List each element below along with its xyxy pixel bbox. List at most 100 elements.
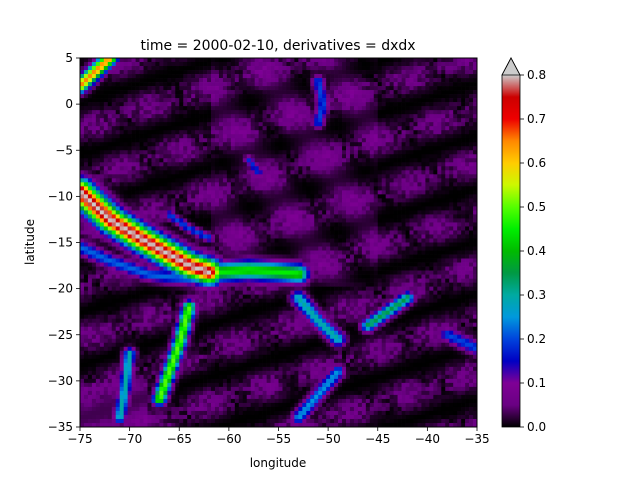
- heatmap-cell: [405, 210, 410, 215]
- heatmap-cell: [171, 102, 176, 107]
- heatmap-cell: [234, 202, 240, 207]
- heatmap-cell: [465, 134, 470, 139]
- heatmap-cell: [222, 94, 228, 99]
- heatmap-cell: [465, 138, 470, 143]
- heatmap-cell: [230, 146, 236, 151]
- heatmap-cell: [369, 146, 375, 151]
- heatmap-cell: [191, 146, 196, 151]
- heatmap-cell: [167, 162, 172, 167]
- heatmap-cell: [385, 66, 391, 71]
- heatmap-cell: [413, 202, 418, 207]
- heatmap-cell: [258, 222, 263, 227]
- heatmap-cell: [429, 186, 434, 191]
- heatmap-cell: [183, 194, 188, 199]
- heatmap-cell: [373, 90, 379, 95]
- heatmap-cell: [171, 154, 176, 159]
- heatmap-cell: [222, 222, 228, 227]
- heatmap-cell: [314, 206, 319, 211]
- heatmap-cell: [163, 130, 168, 135]
- heatmap-cell: [290, 194, 295, 199]
- heatmap-cell: [318, 194, 323, 199]
- heatmap-cell: [262, 242, 267, 247]
- heatmap-cell: [207, 66, 212, 71]
- heatmap-cell: [207, 58, 212, 63]
- heatmap-cell: [473, 190, 478, 195]
- heatmap-cell: [389, 78, 394, 83]
- heatmap-cell: [258, 74, 263, 79]
- heatmap-cell: [409, 102, 414, 107]
- heatmap-cell: [83, 150, 89, 155]
- heatmap-cell: [318, 78, 323, 83]
- heatmap-cell: [191, 182, 196, 187]
- heatmap-cell: [250, 234, 256, 239]
- heatmap-cell: [274, 122, 279, 127]
- heatmap-cell: [381, 134, 387, 139]
- heatmap-cell: [167, 234, 172, 239]
- heatmap-cell: [155, 158, 160, 163]
- heatmap-cell: [294, 210, 299, 215]
- heatmap-cell: [349, 194, 355, 199]
- heatmap-cell: [250, 90, 256, 95]
- heatmap-cell: [111, 70, 117, 75]
- heatmap-cell: [211, 210, 216, 215]
- heatmap-cell: [135, 70, 140, 75]
- heatmap-cell: [318, 70, 323, 75]
- heatmap-cell: [175, 150, 180, 155]
- heatmap-cell: [425, 174, 430, 179]
- heatmap-cell: [353, 102, 359, 107]
- heatmap-cell: [338, 246, 343, 251]
- heatmap-cell: [139, 98, 144, 103]
- heatmap-cell: [270, 234, 275, 239]
- heatmap-cell: [409, 214, 414, 219]
- heatmap-cell: [238, 158, 244, 163]
- heatmap-cell: [274, 226, 279, 231]
- heatmap-cell: [131, 78, 136, 83]
- heatmap-cell: [187, 166, 192, 171]
- heatmap-cell: [405, 254, 410, 259]
- heatmap-cell: [322, 58, 327, 63]
- heatmap-cell: [465, 238, 470, 243]
- heatmap-cell: [103, 186, 109, 191]
- heatmap-cell: [115, 122, 121, 127]
- heatmap-cell: [119, 102, 125, 107]
- heatmap-cell: [258, 166, 263, 171]
- heatmap-cell: [322, 230, 327, 235]
- heatmap-cell: [246, 66, 252, 71]
- heatmap-cell: [234, 162, 240, 167]
- heatmap-cell: [242, 110, 248, 115]
- heatmap-cell: [258, 98, 263, 103]
- heatmap-cell: [306, 218, 311, 223]
- heatmap-cell: [349, 90, 355, 95]
- heatmap-cell: [473, 138, 478, 143]
- heatmap-cell: [171, 118, 176, 123]
- heatmap-cell: [302, 230, 307, 235]
- heatmap-cell: [302, 198, 307, 203]
- heatmap-cell: [95, 66, 101, 71]
- heatmap-cell: [99, 98, 105, 103]
- heatmap-cell: [290, 138, 295, 143]
- heatmap-cell: [270, 62, 275, 67]
- heatmap-cell: [159, 58, 164, 63]
- heatmap-cell: [147, 122, 152, 127]
- heatmap-cell: [357, 134, 363, 139]
- heatmap-cell: [345, 118, 351, 123]
- heatmap-cell: [365, 162, 371, 167]
- heatmap-cell: [314, 98, 319, 103]
- heatmap-cell: [234, 230, 240, 235]
- heatmap-cell: [163, 234, 168, 239]
- heatmap-cell: [191, 70, 196, 75]
- heatmap-cell: [437, 166, 442, 171]
- heatmap-cell: [187, 142, 192, 147]
- heatmap-cell: [413, 142, 418, 147]
- heatmap-cell: [127, 190, 132, 195]
- heatmap-cell: [230, 138, 236, 143]
- heatmap-cell: [274, 174, 279, 179]
- heatmap-cell: [151, 178, 156, 183]
- heatmap-cell: [385, 114, 391, 119]
- heatmap-cell: [302, 102, 307, 107]
- heatmap-cell: [473, 178, 478, 183]
- heatmap-cell: [429, 78, 434, 83]
- heatmap-cell: [266, 98, 271, 103]
- heatmap-cell: [127, 186, 132, 191]
- heatmap-cell: [266, 70, 271, 75]
